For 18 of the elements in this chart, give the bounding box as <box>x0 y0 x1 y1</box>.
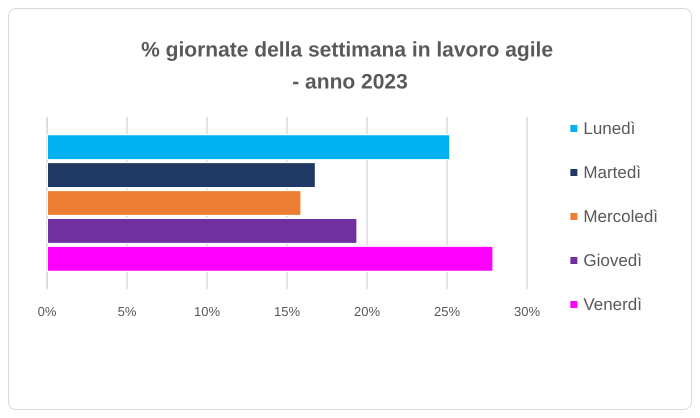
bar <box>47 190 302 216</box>
bar <box>47 246 494 272</box>
bar <box>47 134 450 160</box>
legend-label: Mercoledì <box>583 207 658 226</box>
x-tick-label: 30% <box>514 304 540 319</box>
legend-label: Giovedì <box>583 251 642 270</box>
x-tick-label: 0% <box>38 304 57 319</box>
x-tick-label: 10% <box>194 304 220 319</box>
x-tick-label: 25% <box>434 304 460 319</box>
x-tick-label: 5% <box>118 304 137 319</box>
x-tick-label: 20% <box>354 304 380 319</box>
bar <box>47 162 316 188</box>
legend-label: Lunedì <box>583 119 636 138</box>
legend-label: Martedì <box>583 163 641 182</box>
legend-label: Venerdì <box>583 295 642 314</box>
bar <box>47 218 358 244</box>
chart-title: % giornate della settimana in lavoro agile - anno 2023 <box>141 38 559 94</box>
x-tick-label: 15% <box>274 304 300 319</box>
